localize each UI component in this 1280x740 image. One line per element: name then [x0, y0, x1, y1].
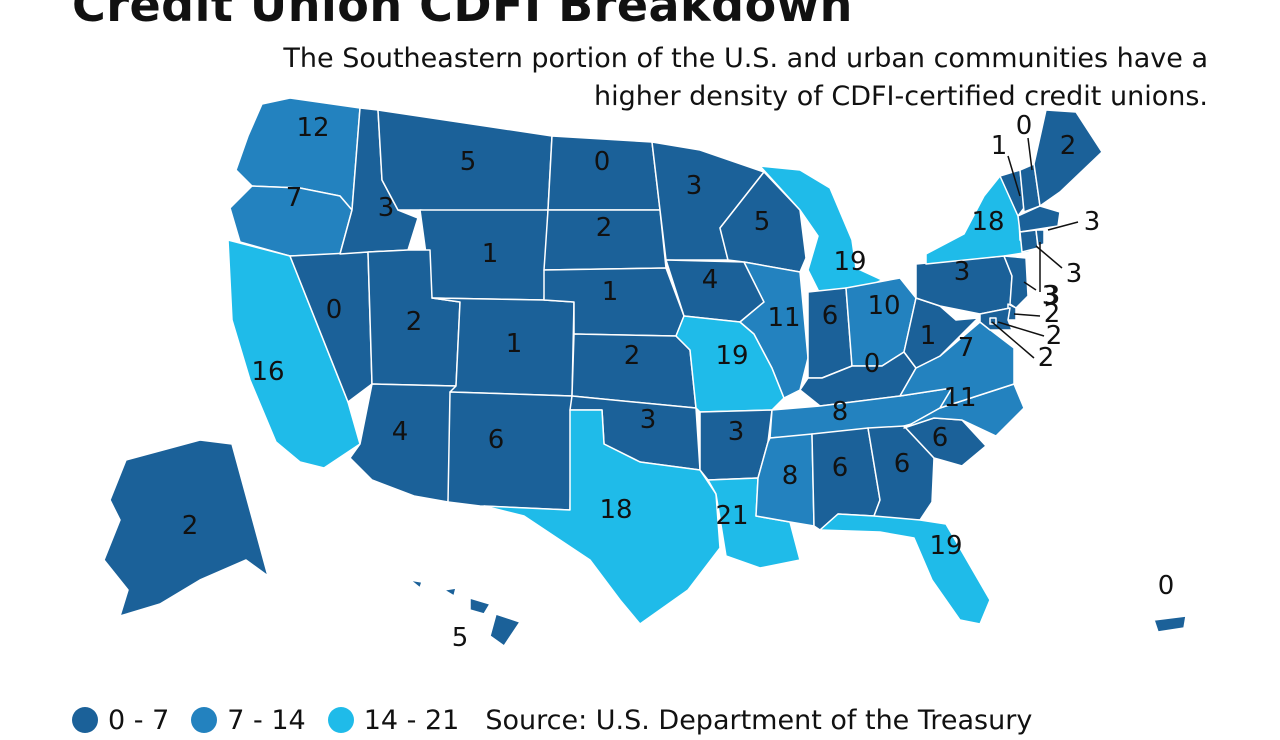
state-value-ok: 3	[640, 405, 657, 435]
state-value-wv: 1	[920, 321, 937, 351]
legend-swatch-low	[72, 707, 98, 733]
leader-line-de	[1013, 313, 1041, 317]
state-ri	[1035, 229, 1045, 247]
state-tx	[483, 409, 721, 625]
state-value-de: 2	[1044, 299, 1061, 329]
state-value-dc: 2	[1038, 343, 1055, 373]
state-value-vt: 1	[991, 131, 1008, 161]
state-value-ri: 3	[1044, 281, 1061, 311]
state-hi	[409, 579, 521, 647]
state-value-va: 7	[958, 333, 975, 363]
source-note: Source: U.S. Department of the Treasury	[485, 704, 1033, 736]
state-value-mo: 19	[715, 341, 748, 371]
state-value-wi: 5	[754, 207, 771, 237]
state-value-or: 7	[286, 183, 303, 213]
state-value-mn: 3	[686, 171, 703, 201]
state-value-ma: 3	[1084, 207, 1101, 237]
map-subtitle: The Southeastern portion of the U.S. and…	[283, 43, 1208, 112]
state-value-id: 3	[378, 193, 395, 223]
state-value-nj: 3	[1042, 281, 1059, 311]
state-value-oh: 10	[867, 291, 900, 321]
state-value-wy: 1	[482, 239, 499, 269]
state-value-ar: 3	[728, 417, 745, 447]
state-value-ga: 6	[894, 449, 911, 479]
state-ma	[1017, 205, 1061, 233]
leader-line-nj	[1023, 281, 1037, 291]
state-ct	[1019, 229, 1039, 253]
state-value-pr: 0	[1158, 571, 1175, 601]
state-value-mt: 5	[460, 147, 477, 177]
state-value-ut: 2	[406, 307, 423, 337]
state-value-ne: 1	[602, 277, 619, 307]
state-value-nc: 11	[943, 383, 976, 413]
state-value-mi: 19	[833, 247, 866, 277]
state-wv	[903, 297, 979, 369]
state-value-fl: 19	[929, 531, 962, 561]
legend-item-low: 0 - 7	[72, 705, 169, 736]
state-pr	[1153, 615, 1187, 633]
state-value-ky: 0	[864, 349, 881, 379]
legend-swatch-mid	[191, 707, 218, 733]
state-value-ak: 2	[182, 511, 199, 541]
legend-item-mid: 7 - 14	[191, 704, 306, 736]
state-value-il: 11	[767, 303, 800, 333]
state-value-wa: 12	[296, 113, 329, 143]
map-title: Credit Union CDFI Breakdown	[72, 0, 853, 32]
leader-line-ma	[1047, 221, 1079, 231]
state-value-ct: 3	[1066, 259, 1083, 289]
state-value-co: 1	[506, 329, 523, 359]
state-value-sd: 2	[596, 213, 613, 243]
state-value-ia: 4	[702, 265, 719, 295]
state-value-nh: 0	[1016, 111, 1033, 141]
state-value-nd: 0	[594, 147, 611, 177]
state-value-ks: 2	[624, 341, 641, 371]
state-value-in: 6	[822, 301, 839, 331]
legend: 0 - 7 7 - 14 14 - 21 Source: U.S. Depart…	[72, 700, 1032, 740]
state-ak	[103, 439, 269, 617]
state-value-az: 4	[392, 417, 409, 447]
state-value-ny: 18	[971, 207, 1004, 237]
state-value-hi: 5	[452, 623, 469, 653]
state-wi	[719, 171, 807, 273]
state-value-tn: 8	[832, 397, 849, 427]
state-value-ms: 8	[782, 461, 799, 491]
leader-line-nh	[1027, 137, 1033, 171]
state-value-sc: 6	[932, 423, 949, 453]
state-value-md: 2	[1046, 321, 1063, 351]
state-fl	[819, 513, 991, 625]
state-dc	[989, 317, 997, 325]
state-value-ca: 16	[251, 357, 284, 387]
legend-item-high: 14 - 21	[327, 704, 460, 736]
state-value-nv: 0	[326, 295, 343, 325]
state-nm	[447, 391, 573, 511]
legend-label-high: 14 - 21	[363, 704, 460, 736]
state-value-nm: 6	[488, 425, 505, 455]
state-value-pa: 3	[954, 257, 971, 287]
leader-line-dc	[991, 321, 1035, 359]
state-il	[739, 261, 809, 399]
state-value-al: 6	[832, 453, 849, 483]
state-value-la: 21	[715, 501, 748, 531]
legend-swatch-high	[327, 707, 354, 733]
state-value-me: 2	[1060, 131, 1077, 161]
leader-line-vt	[1007, 155, 1021, 197]
leader-line-md	[997, 321, 1045, 337]
legend-label-low: 0 - 7	[108, 704, 170, 736]
state-value-tx: 18	[599, 495, 632, 525]
legend-label-mid: 7 - 14	[227, 704, 306, 736]
